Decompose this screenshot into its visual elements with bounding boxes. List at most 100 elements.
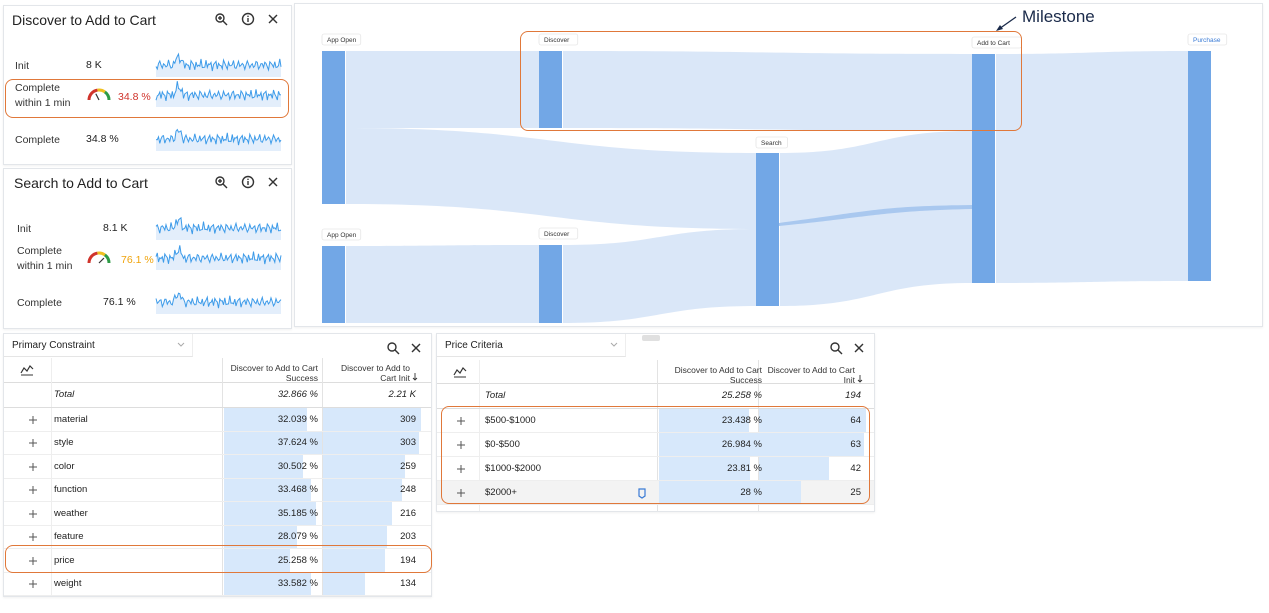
init-bar [323, 549, 385, 572]
expand-button[interactable] [454, 486, 468, 500]
sankey-panel: App Open Discover Add to Cart Purchase Searc… [294, 3, 1263, 327]
icon-shape [247, 178, 249, 181]
row-name[interactable]: color [54, 460, 75, 472]
col-divider [479, 360, 480, 511]
annotation-arrow [998, 16, 1017, 30]
icon-shape [215, 13, 225, 23]
close-button[interactable] [852, 341, 866, 355]
expand-button[interactable] [26, 436, 40, 450]
sankey-node [539, 51, 562, 128]
expand-button[interactable] [454, 438, 468, 452]
row-name[interactable]: $500-$1000 [485, 415, 536, 426]
expand-button[interactable] [454, 414, 468, 428]
gauge-arc [87, 251, 98, 264]
row-label: Init [15, 60, 30, 72]
row-name[interactable]: weight [54, 578, 82, 590]
sankey-node [322, 51, 345, 204]
table-title: Price Criteria [445, 340, 503, 351]
dropdown-caret[interactable] [174, 338, 188, 352]
icon-shape [215, 176, 225, 186]
icon-shape [241, 175, 255, 189]
row-name[interactable]: weather [54, 507, 88, 519]
sparkline-line [155, 216, 282, 235]
sparkline-line [155, 81, 282, 102]
init-bar [759, 457, 830, 480]
row-name[interactable]: $2000+ [485, 487, 517, 498]
success-value: 23.81 % [727, 463, 762, 474]
kpi-panel: Search to Add to Cart Init 8.1 K Complete w… [3, 168, 292, 329]
search-button[interactable] [829, 341, 843, 355]
success-value: 33.582 % [277, 578, 318, 590]
success-bar [224, 572, 312, 595]
column-header[interactable]: Discover to Add to Cart Init [341, 363, 410, 383]
row-name[interactable]: material [54, 413, 88, 425]
row-name[interactable]: feature [54, 531, 84, 543]
success-value: 30.502 % [277, 460, 318, 472]
dropdown[interactable] [4, 334, 193, 357]
success-value: 37.624 % [277, 437, 318, 449]
sankey-flow [346, 245, 539, 323]
expand-button[interactable] [26, 530, 40, 544]
zoom-button[interactable] [214, 12, 228, 26]
zoom-button[interactable] [214, 175, 228, 189]
row-label: Complete [15, 134, 60, 146]
node-label: Discover [544, 231, 570, 238]
success-bar [659, 457, 750, 480]
row-value: 76.1 % [103, 296, 136, 308]
sparkline-line [155, 128, 282, 146]
node-label-box [538, 33, 579, 46]
sort-indicator [412, 373, 418, 381]
node-label: Discover [544, 37, 570, 44]
success-bar [659, 481, 766, 504]
info-button[interactable] [241, 175, 255, 189]
row-name[interactable]: price [54, 554, 75, 566]
table-title: Primary Constraint [12, 340, 95, 351]
icon-shape [20, 365, 34, 374]
close-button[interactable] [266, 12, 280, 26]
table-row: style 37.624 % 303 [4, 431, 431, 455]
table-row: weather 35.185 % 216 [4, 502, 431, 526]
success-bar [659, 433, 763, 456]
expand-button[interactable] [454, 462, 468, 476]
sparkline [155, 81, 282, 107]
expand-button[interactable] [26, 577, 40, 591]
expand-button[interactable] [26, 413, 40, 427]
row-value: 34.8 % [118, 91, 151, 103]
chart-toggle[interactable] [453, 365, 467, 379]
column-header[interactable]: Discover to Add to Cart Init [767, 365, 855, 385]
search-button[interactable] [386, 341, 400, 355]
sankey-flow [780, 131, 972, 306]
close-button[interactable] [409, 341, 423, 355]
icon-shape [268, 14, 278, 24]
row-name[interactable]: style [54, 437, 74, 449]
expand-button[interactable] [26, 507, 40, 521]
init-bar [323, 455, 406, 478]
info-button[interactable] [241, 12, 255, 26]
expand-button[interactable] [26, 483, 40, 497]
init-bar [323, 572, 366, 595]
row-name[interactable]: function [54, 484, 88, 496]
row-label: Init [17, 223, 32, 235]
dropdown-caret[interactable] [607, 338, 621, 352]
init-bar [759, 433, 865, 456]
table-row: $2000+ 28 % 25 [437, 481, 874, 505]
success-bar [224, 431, 322, 454]
icon-shape [177, 342, 185, 347]
expand-button[interactable] [26, 460, 40, 474]
expand-button[interactable] [26, 554, 40, 568]
init-value: 203 [400, 531, 416, 543]
success-bar [224, 455, 304, 478]
row-label: Complete [17, 297, 62, 309]
node-label-box [321, 228, 362, 241]
row-label: Complete within 1 min [15, 82, 71, 109]
row-name[interactable]: $0-$500 [485, 439, 520, 450]
chart-toggle[interactable] [20, 363, 34, 377]
close-button[interactable] [266, 175, 280, 189]
column-header: Discover to Add to Cart Success [674, 365, 762, 385]
col-divider [51, 358, 52, 596]
gauge [87, 251, 111, 264]
dropdown[interactable] [437, 334, 626, 357]
row-name[interactable]: $1000-$2000 [485, 463, 541, 474]
node-label-box [321, 33, 362, 46]
drag-handle[interactable] [642, 335, 660, 341]
